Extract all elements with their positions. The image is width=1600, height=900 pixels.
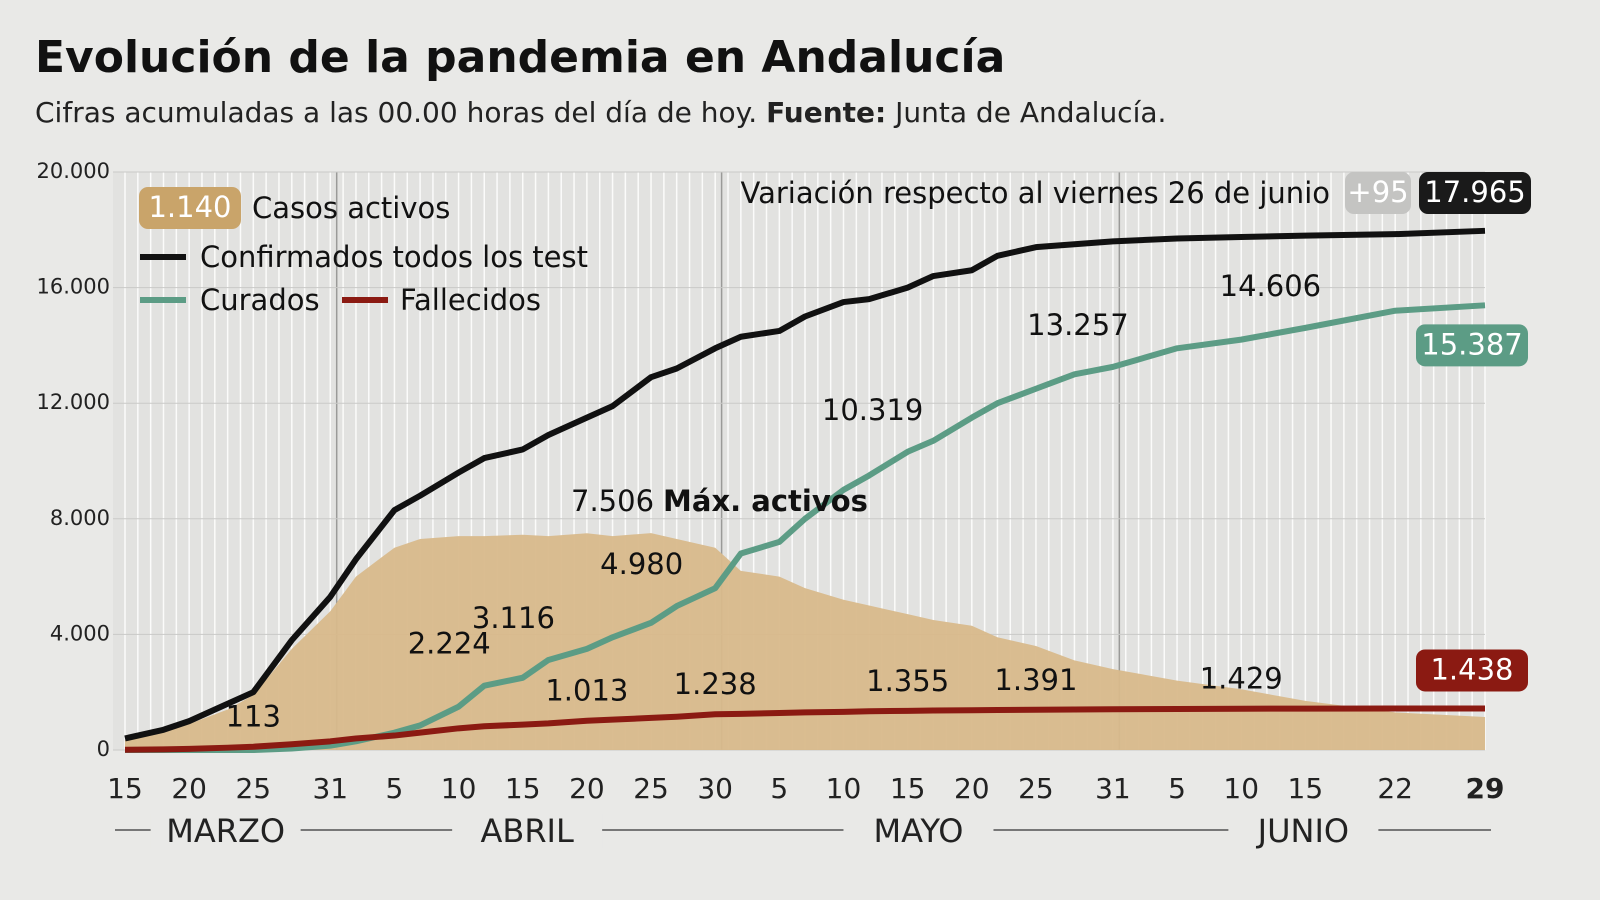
month-label: JUNIO xyxy=(1256,812,1349,850)
x-tick-label: 15 xyxy=(505,772,541,805)
x-tick-label: 30 xyxy=(697,772,733,805)
value-badge-bg xyxy=(1419,172,1531,214)
month-label: MAYO xyxy=(873,812,963,850)
variation-badge-bg xyxy=(1345,172,1411,214)
x-tick-label: 15 xyxy=(1288,772,1324,805)
value-label: 13.257 xyxy=(1027,308,1128,342)
value-label: 1.355 xyxy=(866,664,949,698)
x-tick-label: 5 xyxy=(1168,772,1186,805)
area xyxy=(125,533,1485,750)
value-label: 1.238 xyxy=(674,667,757,701)
value-label: 3.116 xyxy=(472,601,555,635)
x-tick-label: 15 xyxy=(107,772,143,805)
subtitle-text: Cifras acumuladas a las 00.00 horas del … xyxy=(35,96,757,129)
value-label: 1.429 xyxy=(1200,662,1283,696)
value-badge-bg xyxy=(1416,649,1528,692)
line xyxy=(124,705,1486,753)
chart-title: Evolución de la pandemia en Andalucía xyxy=(35,32,1005,83)
y-tick-label: 4.000 xyxy=(50,621,110,645)
legend-label: Curados xyxy=(200,283,320,317)
x-tick-label: 25 xyxy=(633,772,669,805)
month-label-bg xyxy=(843,814,994,848)
value-badge: 15.387 xyxy=(1421,327,1522,361)
line xyxy=(125,302,1486,753)
legend-badge: 1.140 xyxy=(148,190,231,224)
x-tick-label: 5 xyxy=(770,772,788,805)
legend-label: Casos activos xyxy=(252,191,450,225)
month-label-bg xyxy=(1228,814,1379,848)
legend-label: Confirmados todos los test xyxy=(200,240,588,274)
x-tick-label: 29 xyxy=(1466,772,1505,805)
y-tick-label: 20.000 xyxy=(37,159,110,183)
x-tick-label: 25 xyxy=(1018,772,1054,805)
value-label: 1.391 xyxy=(994,663,1077,697)
x-tick-label: 20 xyxy=(954,772,990,805)
x-tick-label: 31 xyxy=(1095,772,1131,805)
y-tick-label: 12.000 xyxy=(37,390,110,414)
x-tick-label: 15 xyxy=(890,772,926,805)
x-tick-label: 10 xyxy=(441,772,477,805)
x-tick-label: 25 xyxy=(235,772,271,805)
variation-badge: +95 xyxy=(1347,175,1408,209)
annotation: Variación respecto al viernes 26 de juni… xyxy=(741,176,1331,210)
x-tick-label: 31 xyxy=(312,772,348,805)
month-label-bg xyxy=(452,814,603,848)
source-label: Fuente: xyxy=(766,96,886,129)
x-tick-label: 10 xyxy=(826,772,862,805)
value-label: 7.506 xyxy=(571,484,654,518)
value-label: 14.606 xyxy=(1220,269,1321,303)
month-label: MARZO xyxy=(166,812,285,850)
x-tick-label: 20 xyxy=(569,772,605,805)
x-tick-label: 10 xyxy=(1223,772,1259,805)
y-tick-label: 0 xyxy=(97,737,110,761)
value-label: 1.013 xyxy=(545,674,628,708)
value-badge: 1.438 xyxy=(1430,652,1513,686)
line xyxy=(124,227,1486,742)
value-label: 2.224 xyxy=(408,627,491,661)
legend-badge-bg xyxy=(139,187,241,229)
y-tick-label: 8.000 xyxy=(50,506,110,530)
x-tick-label: 5 xyxy=(386,772,404,805)
month-label-bg xyxy=(150,814,301,848)
source: Junta de Andalucía. xyxy=(893,96,1166,129)
value-label: 4.980 xyxy=(600,547,683,581)
value-label: 113 xyxy=(226,700,281,734)
y-tick-label: 16.000 xyxy=(37,275,110,299)
month-label: ABRIL xyxy=(480,812,574,850)
x-tick-label: 22 xyxy=(1377,772,1413,805)
legend-label: Fallecidos xyxy=(400,283,541,317)
value-label: 10.319 xyxy=(822,393,923,427)
chart-subtitle: Cifras acumuladas a las 00.00 horas del … xyxy=(35,96,1166,129)
x-tick-label: 20 xyxy=(171,772,207,805)
annotation: Máx. activos xyxy=(663,484,868,518)
value-badge-bg xyxy=(1416,324,1528,367)
value-badge: 17.965 xyxy=(1424,175,1525,209)
